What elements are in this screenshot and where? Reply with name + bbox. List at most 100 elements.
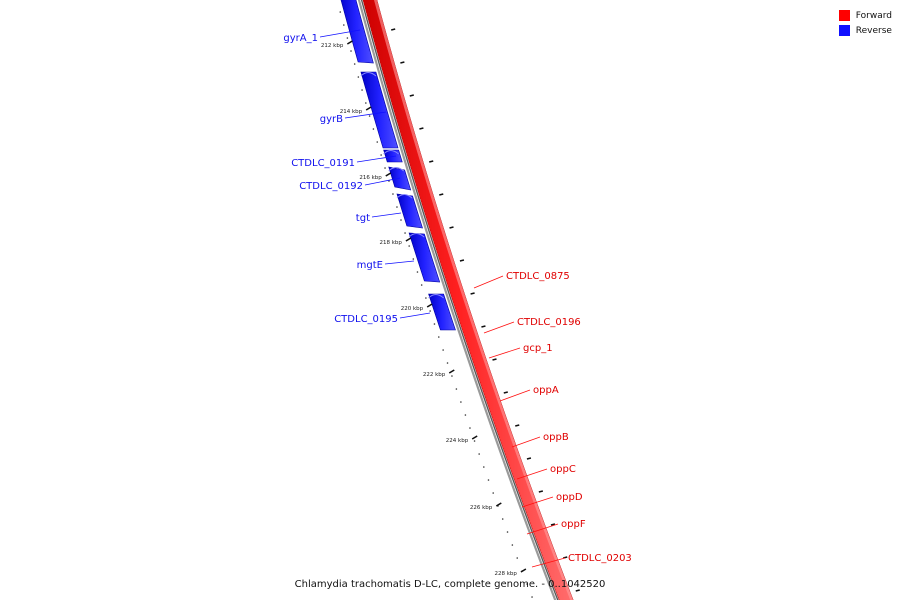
legend-item-forward: Forward (838, 8, 892, 23)
reverse-gene-label: gyrB (320, 114, 343, 125)
reverse-gene-head (408, 233, 425, 238)
minor-dot (433, 323, 436, 325)
reverse-gene-leader (384, 260, 415, 265)
minor-dot (357, 76, 360, 78)
major-tick (448, 369, 455, 374)
reverse-gene-label: tgt (356, 213, 370, 224)
reverse-strand (340, 0, 456, 331)
major-tick (520, 568, 527, 573)
reverse-gene-leader (356, 155, 397, 163)
minor-tick (503, 391, 508, 394)
tick-dots (339, 11, 533, 598)
reverse-gene-block (388, 166, 412, 191)
forward-gene-label: gcp_1 (523, 343, 553, 354)
minor-dot (442, 349, 444, 351)
minor-dot (350, 50, 352, 52)
minor-dot (343, 24, 345, 26)
major-tick (426, 303, 433, 308)
forward-gene-label: oppF (561, 519, 586, 530)
minor-dot (404, 232, 406, 234)
tick-label: 216 kbp (359, 175, 382, 181)
tick-label: 226 kbp (470, 505, 493, 511)
minor-dot (511, 544, 514, 546)
minor-dot (469, 427, 471, 429)
minor-tick (459, 259, 465, 262)
minor-dot (396, 206, 398, 208)
scale-ticks: 212 kbp 214 kbp 216 kbp 218 kbp 220 kbp 222 k… (321, 28, 580, 592)
reverse-gene-head (428, 294, 444, 299)
tick-label: 218 kbp (379, 240, 402, 246)
reverse-gene-block (428, 293, 456, 331)
minor-dot (483, 466, 485, 468)
forward-gene-leader (516, 468, 548, 480)
forward-strand (362, 0, 574, 600)
minor-tick (563, 556, 568, 559)
forward-gene-leader (521, 496, 554, 508)
minor-dot (408, 245, 410, 247)
reverse-gene-head (360, 72, 377, 77)
reverse-gene-label: mgtE (357, 260, 383, 271)
major-tick (405, 237, 412, 242)
minor-dot (526, 583, 528, 585)
minor-tick (449, 226, 454, 229)
minor-dot (372, 128, 375, 130)
minor-dot (516, 557, 519, 559)
forward-gene-label: oppA (533, 385, 559, 396)
minor-tick (470, 292, 475, 295)
minor-dot (464, 414, 467, 416)
minor-dot (416, 271, 419, 273)
minor-tick (429, 160, 434, 163)
forward-gene-label: oppC (550, 464, 576, 475)
reverse-gene-head (388, 167, 405, 172)
minor-dot (365, 102, 367, 104)
reverse-gene-label: CTDLC_0195 (334, 314, 398, 325)
minor-dot (478, 453, 480, 455)
reverse-gene-label: gyrA_1 (283, 33, 318, 44)
reverse-gene-head (383, 150, 399, 155)
legend-swatch-forward (838, 10, 850, 21)
forward-gene-leader (526, 523, 559, 535)
tick-label: 222 kbp (423, 372, 446, 378)
minor-dot (437, 336, 440, 338)
minor-dot (425, 297, 427, 299)
forward-gene-leader (488, 347, 521, 359)
reverse-gene-leader (399, 312, 431, 319)
minor-dot (400, 219, 402, 221)
minor-dot (339, 11, 342, 13)
minor-tick (400, 61, 405, 64)
minor-dot (487, 479, 490, 481)
tick-label: 228 kbp (494, 571, 517, 577)
forward-gene-leader (531, 557, 566, 568)
forward-gene-label: oppD (556, 492, 583, 503)
minor-dot (446, 362, 449, 364)
legend-swatch-reverse (838, 25, 850, 36)
major-tick (385, 172, 392, 177)
minor-tick (439, 193, 444, 196)
minor-tick (390, 28, 396, 31)
forward-gene-label: CTDLC_0203 (568, 553, 632, 564)
major-tick (346, 40, 353, 45)
minor-dot (368, 115, 371, 117)
reverse-gene-leader (344, 111, 387, 119)
reverse-gene-label: CTDLC_0192 (299, 181, 363, 192)
minor-dot (384, 167, 386, 169)
minor-dot (380, 154, 382, 156)
tick-label: 220 kbp (401, 306, 424, 312)
minor-dot (346, 37, 349, 39)
tick-label: 224 kbp (446, 438, 469, 444)
minor-dot (376, 141, 379, 143)
minor-tick (575, 589, 580, 592)
reverse-gene-label: CTDLC_0191 (291, 158, 355, 169)
tick-label: 212 kbp (321, 43, 344, 49)
minor-tick (492, 358, 497, 361)
minor-tick (481, 325, 486, 328)
forward-gene-label: oppB (543, 432, 569, 443)
reverse-gene-block (360, 71, 399, 149)
legend-label-forward: Forward (855, 10, 892, 21)
minor-dot (531, 596, 533, 598)
genome-caption: Chlamydia trachomatis D-LC, complete gen… (294, 579, 606, 590)
minor-dot (429, 310, 431, 312)
